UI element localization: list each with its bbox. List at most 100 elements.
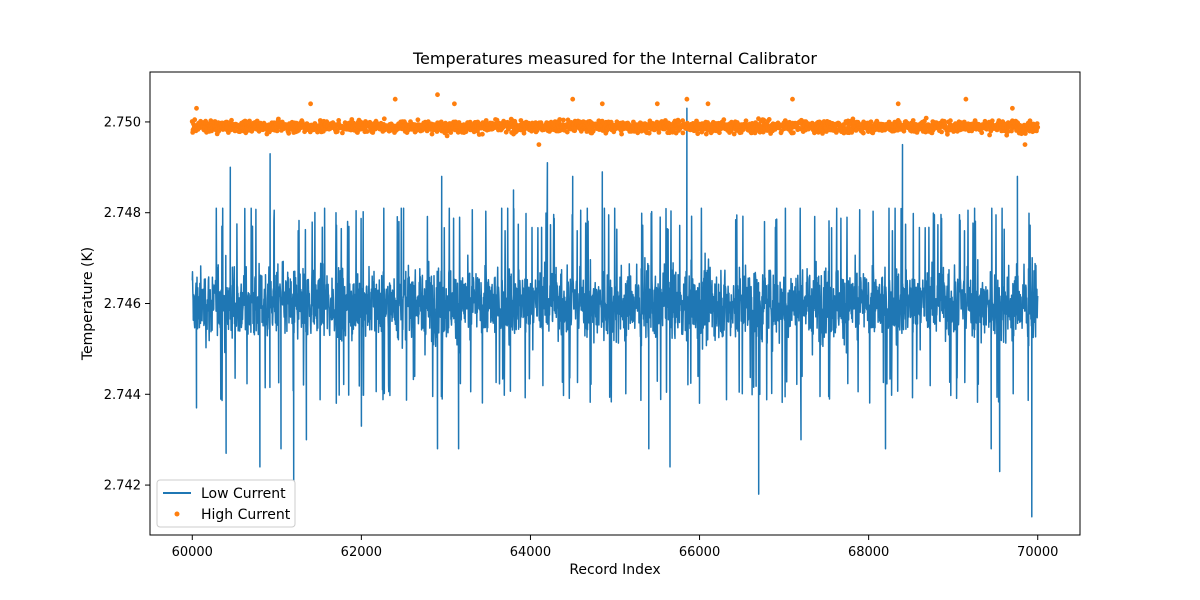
data-point-outlier (194, 105, 199, 111)
data-point (868, 119, 874, 125)
data-point (695, 131, 701, 137)
data-point (429, 131, 435, 137)
legend-box (156, 479, 296, 528)
data-point (680, 118, 686, 124)
x-tick-label: 64000 (510, 545, 551, 560)
data-point (646, 130, 652, 136)
data-point (941, 118, 947, 124)
data-point-outlier (308, 101, 313, 107)
data-point (564, 129, 570, 135)
data-point (1034, 121, 1040, 126)
data-point (766, 117, 772, 122)
data-point (619, 131, 624, 137)
data-point-outlier (895, 101, 901, 107)
data-point (242, 118, 248, 124)
data-point (483, 118, 489, 123)
data-point (923, 115, 929, 121)
data-point (324, 119, 330, 125)
x-tick-label: 70000 (1017, 545, 1058, 560)
series-points-high-current (189, 92, 1041, 148)
x-tick-label: 62000 (341, 545, 382, 560)
data-point-outlier (452, 101, 457, 107)
y-tick-label: 2.746 (104, 297, 141, 312)
data-point (989, 118, 995, 124)
data-point-outlier (790, 96, 795, 102)
data-point (743, 118, 749, 124)
chart-title: Temperatures measured for the Internal C… (412, 49, 817, 68)
x-axis-label: Record Index (569, 562, 660, 578)
data-point (721, 117, 727, 123)
data-point (444, 133, 450, 139)
legend-low-current-label: Low Current (201, 486, 286, 502)
x-tick-label: 66000 (679, 545, 720, 560)
data-point-outlier (435, 92, 440, 98)
data-point (948, 118, 953, 124)
data-point (979, 130, 985, 136)
data-point-outlier (1010, 105, 1015, 111)
data-point-outlier (536, 142, 542, 148)
data-point (820, 131, 825, 136)
data-point (910, 118, 916, 123)
data-point (443, 120, 448, 126)
y-tick-label: 2.748 (104, 206, 141, 221)
data-point (1005, 129, 1011, 134)
legend-high-current-label: High Current (201, 507, 291, 523)
series-layer (189, 92, 1041, 518)
data-point (1035, 124, 1041, 130)
series-line-low-current (191, 107, 1039, 518)
data-point-outlier (654, 101, 660, 107)
data-point (590, 128, 596, 134)
data-point (334, 129, 340, 135)
data-point (987, 132, 992, 138)
data-point (861, 130, 866, 136)
y-axis-label: Temperature (K) (80, 247, 96, 361)
plot-area (189, 92, 1041, 518)
data-point-outlier (684, 96, 690, 102)
data-point (945, 131, 950, 137)
data-point (448, 130, 454, 135)
data-point (229, 117, 234, 123)
data-point (635, 130, 641, 136)
x-tick-label: 68000 (848, 545, 889, 560)
data-point (1023, 131, 1028, 136)
x-axis: 60000 62000 64000 66000 68000 70000 (172, 535, 1058, 560)
y-tick-label: 2.742 (104, 479, 141, 494)
data-point (192, 117, 198, 123)
data-point (336, 118, 342, 123)
data-point (286, 130, 292, 136)
data-point (656, 130, 662, 135)
data-point (561, 117, 566, 123)
data-point (340, 130, 345, 136)
data-point (717, 130, 722, 136)
x-tick-label: 60000 (172, 545, 213, 560)
data-point (791, 130, 796, 136)
y-tick-label: 2.744 (104, 388, 141, 403)
data-point (274, 128, 280, 134)
data-point (232, 128, 238, 134)
data-point-outlier (599, 101, 605, 107)
data-point (557, 117, 563, 122)
data-point (850, 116, 856, 122)
data-point (982, 118, 988, 124)
data-point-outlier (705, 101, 711, 107)
data-point-outlier (392, 96, 398, 102)
data-point (247, 118, 252, 124)
data-point (276, 116, 281, 122)
data-point-outlier (963, 96, 969, 102)
data-point (731, 131, 737, 137)
data-point-outlier (570, 96, 576, 102)
data-point (703, 131, 709, 137)
data-point-outlier (1022, 142, 1028, 148)
y-axis: 2.742 2.744 2.746 2.748 2.750 (104, 115, 150, 494)
data-point (761, 117, 767, 123)
data-point (415, 117, 421, 123)
data-point (381, 116, 387, 122)
data-point (939, 129, 944, 135)
data-point (521, 130, 527, 136)
y-tick-label: 2.750 (104, 115, 141, 130)
data-point (480, 131, 485, 137)
data-point (680, 130, 686, 136)
legend: Low Current High Current (156, 479, 296, 528)
legend-high-current-swatch (174, 511, 180, 517)
